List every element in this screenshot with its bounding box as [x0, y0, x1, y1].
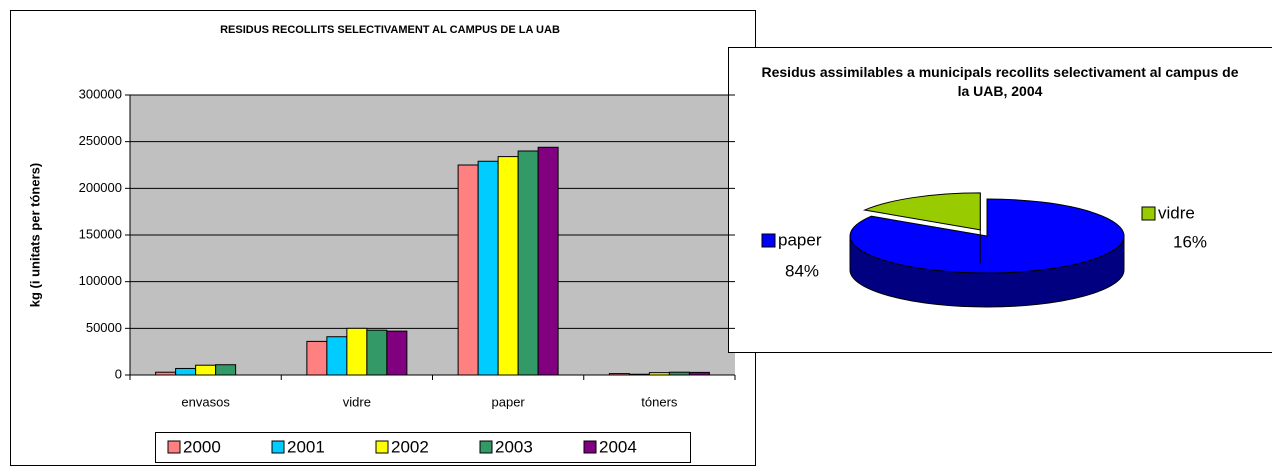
- bar: [306, 340, 328, 376]
- legend-label: 2002: [391, 437, 429, 456]
- x-tick-label: envasos: [181, 394, 230, 409]
- legend-swatch: [479, 440, 493, 454]
- bar: [517, 150, 539, 376]
- slice: [849, 198, 1125, 274]
- y-tick-label: 150000: [79, 226, 122, 241]
- x-tick-label: tóners: [641, 394, 678, 409]
- x-tick-label: paper: [492, 394, 526, 409]
- y-axis-title: kg (i unitats per tóners): [27, 163, 42, 307]
- legend-label: 2000: [183, 437, 221, 456]
- legend-label: 2004: [599, 437, 637, 456]
- bar-title: RESIDUS RECOLLITS SELECTIVAMENT AL CAMPU…: [220, 24, 560, 36]
- pie-title: Residus assimilables a municipals recoll…: [761, 64, 1239, 99]
- bar: [537, 146, 559, 376]
- legend-label: 2003: [495, 437, 533, 456]
- bar: [366, 329, 388, 376]
- bar: [175, 367, 197, 376]
- y-tick-label: 50000: [86, 320, 122, 335]
- bar: [457, 164, 479, 376]
- x-tick-label: vidre: [343, 394, 371, 409]
- slice: [862, 192, 981, 231]
- value-label: 16%: [1173, 232, 1207, 251]
- bar: [477, 160, 499, 376]
- bar: [326, 336, 348, 376]
- y-tick-label: 200000: [79, 180, 122, 195]
- y-tick-label: 100000: [79, 273, 122, 288]
- legend-label: 2001: [287, 437, 325, 456]
- legend-swatch: [583, 440, 597, 454]
- category-label: paper: [778, 230, 822, 249]
- value-label: 84%: [785, 261, 819, 280]
- label-swatch: [1141, 206, 1156, 221]
- y-tick-label: 300000: [79, 86, 122, 101]
- legend-swatch: [375, 440, 389, 454]
- legend-swatch: [271, 440, 285, 454]
- label-swatch: [761, 233, 776, 248]
- bar: [497, 156, 519, 376]
- bar: [386, 330, 408, 376]
- legend: [155, 432, 691, 463]
- y-tick-label: 0: [115, 366, 122, 381]
- bar: [215, 364, 237, 376]
- bar: [346, 327, 368, 376]
- y-tick-label: 250000: [79, 133, 122, 148]
- legend-swatch: [167, 440, 181, 454]
- bar: [195, 364, 217, 376]
- category-label: vidre: [1158, 203, 1195, 222]
